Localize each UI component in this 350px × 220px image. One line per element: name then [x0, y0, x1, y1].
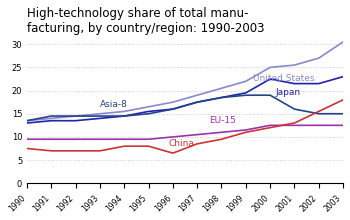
Text: High-technology share of total manu-
facturing, by country/region: 1990-2003: High-technology share of total manu- fac… [27, 7, 265, 35]
Text: China: China [168, 139, 194, 148]
Text: United States: United States [253, 75, 315, 83]
Text: EU-15: EU-15 [209, 116, 236, 125]
Text: Asia-8: Asia-8 [100, 100, 128, 109]
Text: Japan: Japan [275, 88, 300, 97]
